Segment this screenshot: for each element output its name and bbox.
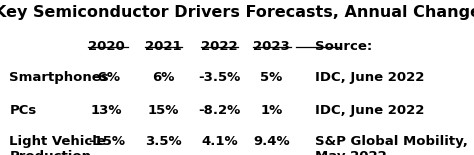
Text: -6%: -6% [92,71,121,84]
Text: 2021: 2021 [145,40,182,53]
Text: 1%: 1% [261,104,283,117]
Text: Smartphones: Smartphones [9,71,109,84]
Text: Key Semiconductor Drivers Forecasts, Annual Change: Key Semiconductor Drivers Forecasts, Ann… [0,5,474,20]
Text: 4.1%: 4.1% [201,135,238,148]
Text: 6%: 6% [152,71,175,84]
Text: 2023: 2023 [253,40,290,53]
Text: Source:: Source: [315,40,373,53]
Text: 2020: 2020 [88,40,125,53]
Text: 9.4%: 9.4% [253,135,290,148]
Text: 2022: 2022 [201,40,238,53]
Text: -8.2%: -8.2% [198,104,241,117]
Text: Light Vehicle
Production: Light Vehicle Production [9,135,106,155]
Text: 15%: 15% [148,104,179,117]
Text: 5%: 5% [261,71,283,84]
Text: -15%: -15% [88,135,125,148]
Text: IDC, June 2022: IDC, June 2022 [315,104,425,117]
Text: PCs: PCs [9,104,36,117]
Text: -3.5%: -3.5% [198,71,241,84]
Text: IDC, June 2022: IDC, June 2022 [315,71,425,84]
Text: S&P Global Mobility,
May 2022: S&P Global Mobility, May 2022 [315,135,468,155]
Text: 3.5%: 3.5% [145,135,182,148]
Text: 13%: 13% [91,104,122,117]
